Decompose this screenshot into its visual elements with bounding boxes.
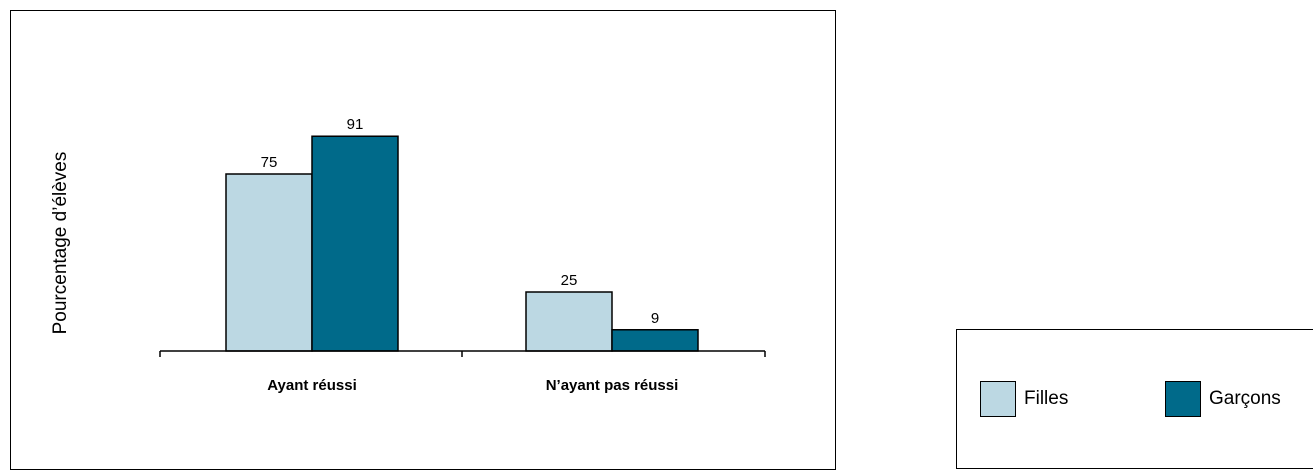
bar-filles-n-ayant-pas-reussi [525, 291, 613, 352]
legend-swatch-filles [980, 381, 1016, 417]
bar-chart: Pourcentage d’élèves 75 91 Ayant réussi 25 9… [50, 116, 766, 394]
data-label-garcons-ayant-reussi: 91 [347, 116, 364, 133]
legend-label-garcons: Garçons [1209, 388, 1281, 409]
bar-filles-ayant-reussi [225, 173, 313, 352]
y-axis-label: Pourcentage d’élèves [50, 152, 71, 335]
legend-label-filles: Filles [1024, 388, 1069, 409]
bar-garcons-ayant-reussi [311, 135, 399, 352]
data-label-filles-ayant-reussi: 75 [261, 154, 278, 171]
bar-garcons-n-ayant-pas-reussi [611, 329, 699, 352]
legend-swatch-garcons [1165, 381, 1201, 417]
data-label-filles-n-ayant-pas-reussi: 25 [561, 272, 578, 289]
x-tick-label-n-ayant-pas-reussi: N’ayant pas réussi [546, 377, 679, 394]
x-tick-label-ayant-reussi: Ayant réussi [267, 377, 356, 394]
data-label-garcons-n-ayant-pas-reussi: 9 [651, 310, 659, 327]
